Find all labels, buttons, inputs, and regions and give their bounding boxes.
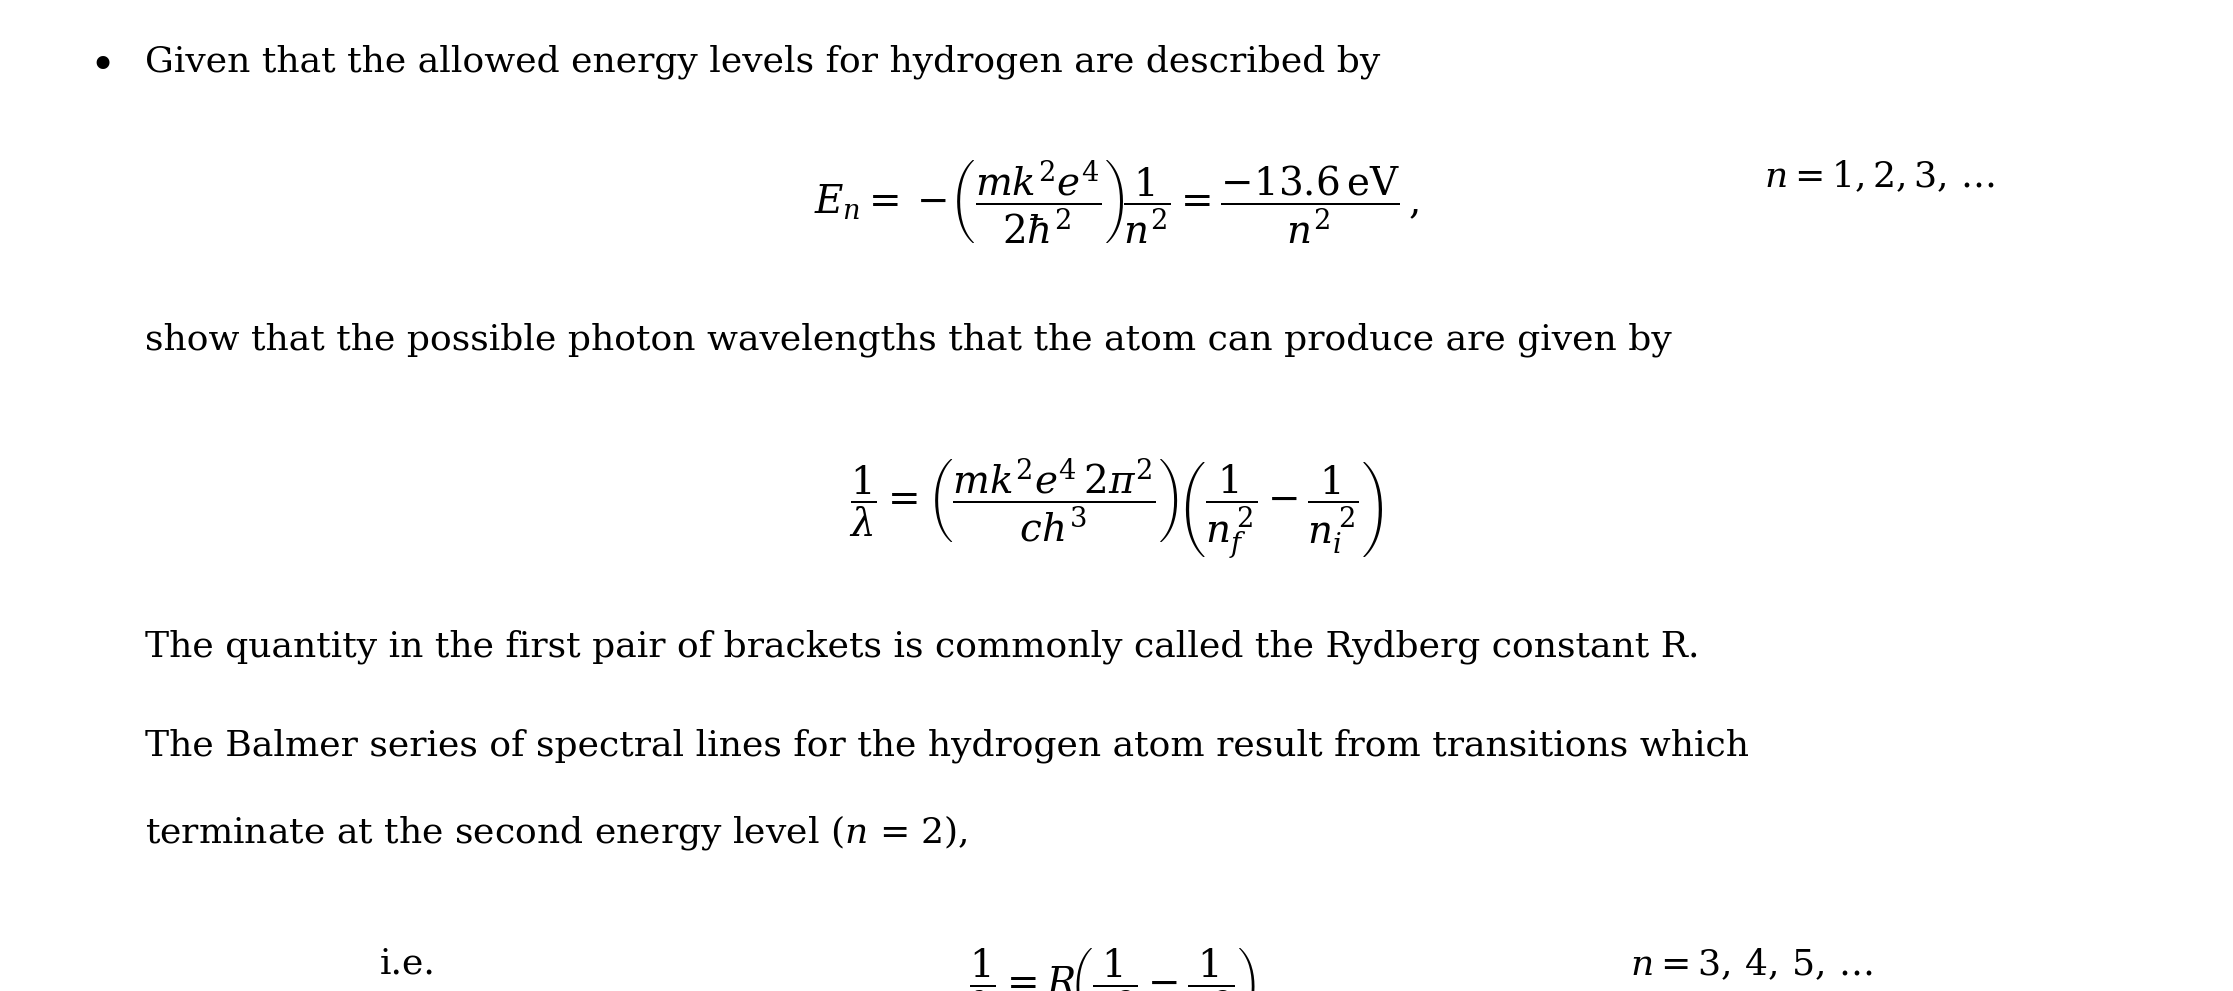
Text: •: •: [89, 45, 116, 88]
Text: The Balmer series of spectral lines for the hydrogen atom result from transition: The Balmer series of spectral lines for …: [145, 728, 1748, 763]
Text: $E_n = -\!\left(\dfrac{mk^2e^4}{2\hbar^2}\right)\!\dfrac{1}{n^2} = \dfrac{-13.6\: $E_n = -\!\left(\dfrac{mk^2e^4}{2\hbar^2…: [815, 159, 1418, 246]
Text: show that the possible photon wavelengths that the atom can produce are given by: show that the possible photon wavelength…: [145, 322, 1673, 357]
Text: $\dfrac{1}{\lambda} = \left(\dfrac{mk^2e^4\,2\pi^2}{ch^3}\right)\!\left(\dfrac{1: $\dfrac{1}{\lambda} = \left(\dfrac{mk^2e…: [849, 456, 1384, 561]
Text: $n = 3,\,4,\,5,\,\ldots$: $n = 3,\,4,\,5,\,\ldots$: [1630, 946, 1873, 982]
Text: $\dfrac{1}{\lambda} = R\!\left(\dfrac{1}{2^2} - \dfrac{1}{n^2}\right)\!,$: $\dfrac{1}{\lambda} = R\!\left(\dfrac{1}…: [967, 946, 1266, 991]
Text: Given that the allowed energy levels for hydrogen are described by: Given that the allowed energy levels for…: [145, 45, 1380, 79]
Text: terminate at the second energy level ($n$ = 2),: terminate at the second energy level ($n…: [145, 813, 967, 851]
Text: $n = 1,2,3,\,\ldots$: $n = 1,2,3,\,\ldots$: [1764, 159, 1996, 194]
Text: i.e.: i.e.: [380, 946, 435, 980]
Text: The quantity in the first pair of brackets is commonly called the Rydberg consta: The quantity in the first pair of bracke…: [145, 629, 1699, 664]
